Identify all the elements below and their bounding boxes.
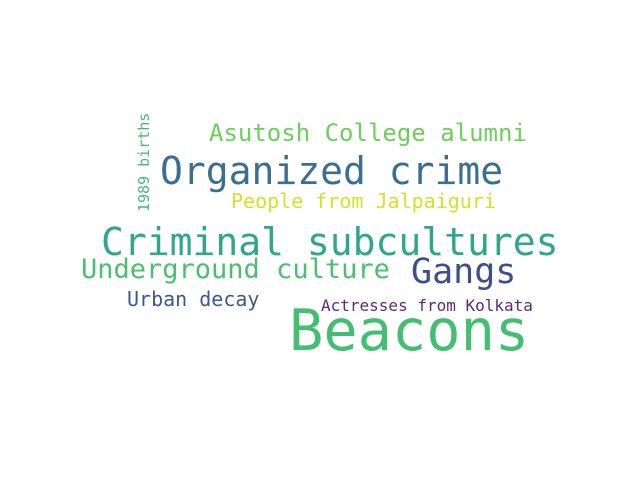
word-gangs: Gangs	[411, 252, 517, 292]
word-underground-culture: Underground culture	[81, 254, 390, 285]
word-beacons: Beacons	[289, 298, 530, 364]
word-criminal-subcultures: Criminal subcultures	[101, 220, 559, 264]
word-people-from-jalpaiguri: People from Jalpaiguri	[231, 189, 496, 213]
word-urban-decay: Urban decay	[127, 287, 260, 311]
word-organized-crime: Organized crime	[160, 149, 504, 193]
word-1989-births: 1989 births	[135, 112, 153, 212]
word-actresses-from-kolkata: Actresses from Kolkata	[321, 296, 533, 315]
word-asutosh-college-alumni: Asutosh College alumni	[209, 119, 527, 147]
